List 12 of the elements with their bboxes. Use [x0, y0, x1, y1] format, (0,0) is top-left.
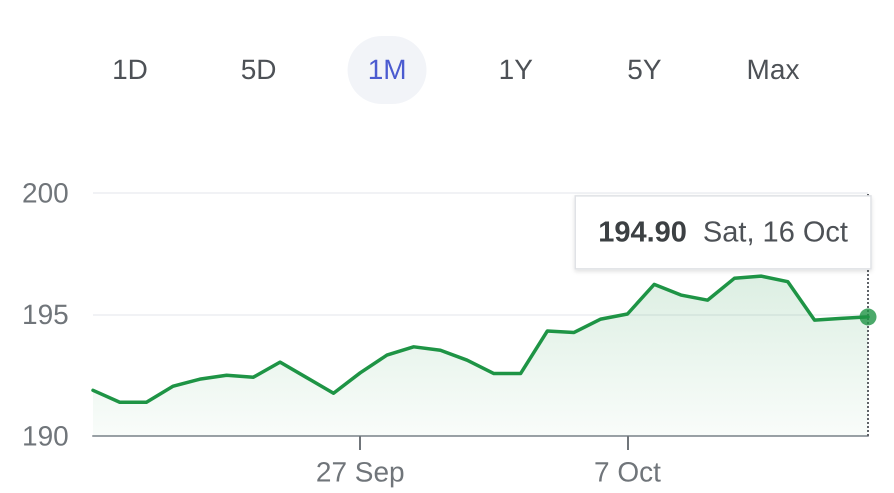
y-tick-label: 200 [22, 178, 69, 208]
x-tick-label: 7 Oct [594, 456, 662, 488]
y-tick-label: 195 [22, 299, 69, 330]
time-range-label: 1D [112, 55, 148, 85]
y-tick-label: 190 [22, 420, 69, 452]
annotation: 194.90 Sat, 16 Oct [598, 216, 848, 248]
time-range-button: 1M [348, 36, 427, 104]
time-range-label: Max [746, 55, 800, 85]
x-tick-label: 27 Sep [316, 456, 405, 488]
time-range-label: 1Y [498, 55, 533, 85]
time-range-label: 5D [240, 55, 276, 85]
time-range-label: 5Y [627, 55, 662, 85]
